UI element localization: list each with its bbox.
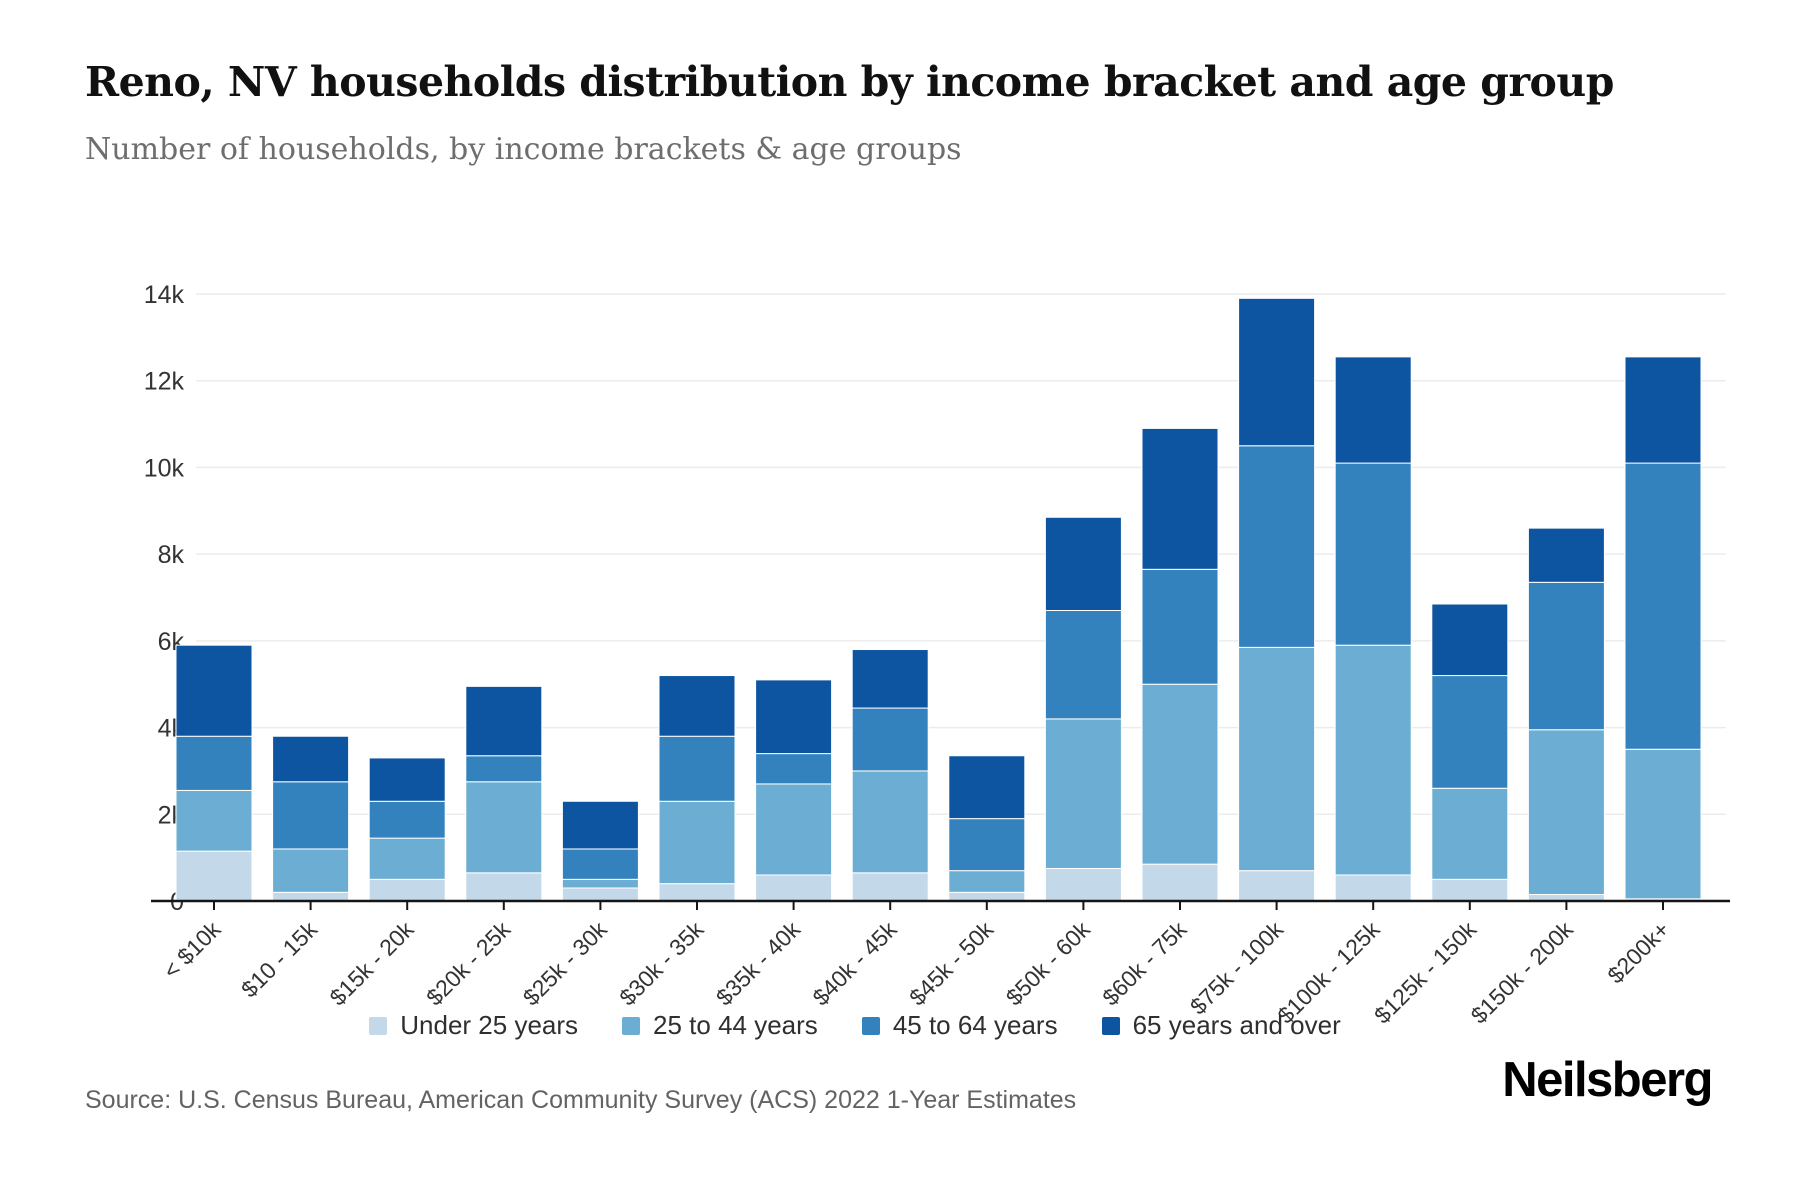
x-tick-label: $35k - 40k bbox=[711, 916, 806, 1011]
x-tick-label: < $10k bbox=[158, 916, 226, 984]
bar-segment[interactable] bbox=[1044, 610, 1122, 720]
bar-segment[interactable] bbox=[1238, 870, 1316, 902]
x-tick-label: $25k - 30k bbox=[518, 916, 613, 1011]
x-tick-label: $20k - 25k bbox=[421, 916, 516, 1011]
y-tick-label: 8k bbox=[158, 541, 185, 569]
x-tick-label: $50k - 60k bbox=[1001, 916, 1096, 1011]
bar-segment[interactable] bbox=[561, 887, 639, 902]
bar-segment[interactable] bbox=[948, 755, 1026, 820]
bar-segment[interactable] bbox=[1334, 462, 1412, 646]
x-tick-label: $10 - 15k bbox=[236, 916, 323, 1003]
bar-segment[interactable] bbox=[1141, 568, 1219, 685]
x-tick-label: $45k - 50k bbox=[904, 916, 999, 1011]
bar-segment[interactable] bbox=[658, 675, 736, 737]
bar-segment[interactable] bbox=[272, 735, 350, 783]
bar-segment[interactable] bbox=[755, 783, 833, 876]
bar-segment[interactable] bbox=[465, 781, 543, 874]
bar-segment[interactable] bbox=[1527, 581, 1605, 731]
bar-segment[interactable] bbox=[1527, 527, 1605, 583]
bar-segment[interactable] bbox=[1431, 603, 1509, 677]
bar-segment[interactable] bbox=[1334, 874, 1412, 902]
bar-segment[interactable] bbox=[1431, 878, 1509, 902]
bar-segment[interactable] bbox=[851, 707, 929, 772]
bar-segment[interactable] bbox=[1527, 729, 1605, 895]
bar-segment[interactable] bbox=[368, 837, 446, 880]
bar-segment[interactable] bbox=[368, 878, 446, 902]
bar-segment[interactable] bbox=[1141, 683, 1219, 865]
bar-segment[interactable] bbox=[1431, 675, 1509, 789]
bar-segment[interactable] bbox=[175, 850, 253, 902]
legend-swatch-icon bbox=[1101, 1016, 1120, 1035]
bar-segment[interactable] bbox=[1431, 787, 1509, 880]
page-subtitle: Number of households, by income brackets… bbox=[85, 132, 962, 167]
bar-segment[interactable] bbox=[948, 891, 1026, 902]
legend-swatch-icon bbox=[861, 1016, 880, 1035]
page-title: Reno, NV households distribution by inco… bbox=[85, 58, 1614, 106]
legend-label: 65 years and over bbox=[1132, 1010, 1341, 1040]
bar-segment[interactable] bbox=[465, 685, 543, 757]
legend-item-3[interactable]: 65 years and over bbox=[1101, 1010, 1341, 1041]
bar-segment[interactable] bbox=[851, 649, 929, 709]
bar-segment[interactable] bbox=[175, 735, 253, 791]
bar-segment[interactable] bbox=[1624, 462, 1702, 750]
bar-segment[interactable] bbox=[1044, 718, 1122, 869]
bar-segment[interactable] bbox=[368, 757, 446, 802]
bar-segment[interactable] bbox=[851, 872, 929, 902]
x-tick-label: $200k+ bbox=[1602, 916, 1674, 988]
bar-segment[interactable] bbox=[272, 781, 350, 850]
legend-swatch-icon bbox=[622, 1016, 641, 1035]
bar-segment[interactable] bbox=[755, 874, 833, 902]
x-tick-label: $30k - 35k bbox=[614, 916, 709, 1011]
bar-segment[interactable] bbox=[272, 848, 350, 893]
legend-item-2[interactable]: 45 to 64 years bbox=[861, 1010, 1058, 1041]
neilsberg-logo[interactable]: Neilsberg bbox=[1502, 1053, 1713, 1107]
y-tick-label: 12k bbox=[144, 368, 185, 396]
legend-label: 25 to 44 years bbox=[653, 1010, 818, 1040]
x-tick-label: $40k - 45k bbox=[807, 916, 902, 1011]
bar-segment[interactable] bbox=[1334, 356, 1412, 464]
legend-item-1[interactable]: 25 to 44 years bbox=[622, 1010, 818, 1041]
bar-segment[interactable] bbox=[755, 753, 833, 785]
legend-item-0[interactable]: Under 25 years bbox=[369, 1010, 578, 1041]
bar-segment[interactable] bbox=[1044, 516, 1122, 612]
bar-segment[interactable] bbox=[175, 644, 253, 737]
legend-label: 45 to 64 years bbox=[892, 1010, 1058, 1040]
bar-segment[interactable] bbox=[948, 818, 1026, 872]
bar-segment[interactable] bbox=[1141, 863, 1219, 902]
bar-segment[interactable] bbox=[658, 800, 736, 885]
chart-legend: Under 25 years 25 to 44 years 45 to 64 yea… bbox=[0, 1010, 1710, 1041]
bar-segment[interactable] bbox=[658, 735, 736, 802]
y-tick-label: 10k bbox=[144, 454, 185, 482]
bar-segment[interactable] bbox=[272, 891, 350, 902]
source-note: Source: U.S. Census Bureau, American Com… bbox=[85, 1086, 1077, 1114]
bar-segment[interactable] bbox=[1624, 356, 1702, 464]
bar-segment[interactable] bbox=[948, 870, 1026, 893]
bar-segment[interactable] bbox=[1238, 297, 1316, 447]
x-tick-label: $75k - 100k bbox=[1185, 916, 1289, 1020]
bar-segment[interactable] bbox=[755, 679, 833, 755]
bar-segment[interactable] bbox=[465, 872, 543, 902]
bar-segment[interactable] bbox=[368, 800, 446, 839]
bar-segment[interactable] bbox=[561, 848, 639, 880]
legend-swatch-icon bbox=[369, 1016, 388, 1035]
legend-label: Under 25 years bbox=[400, 1010, 579, 1040]
bar-segment[interactable] bbox=[1141, 427, 1219, 570]
bar-segment[interactable] bbox=[1044, 867, 1122, 902]
bar-segment[interactable] bbox=[1624, 748, 1702, 900]
bar-segment[interactable] bbox=[561, 800, 639, 850]
bar-segment[interactable] bbox=[658, 883, 736, 902]
bar-segment[interactable] bbox=[1238, 646, 1316, 872]
bar-segment[interactable] bbox=[561, 878, 639, 889]
bar-segment[interactable] bbox=[1238, 445, 1316, 648]
x-tick-label: $15k - 20k bbox=[324, 916, 419, 1011]
bar-segment[interactable] bbox=[465, 755, 543, 783]
bar-segment[interactable] bbox=[851, 770, 929, 874]
x-tick-label: $60k - 75k bbox=[1097, 916, 1192, 1011]
y-tick-label: 14k bbox=[144, 281, 185, 309]
bar-segment[interactable] bbox=[1334, 644, 1412, 876]
bar-segment[interactable] bbox=[175, 789, 253, 852]
